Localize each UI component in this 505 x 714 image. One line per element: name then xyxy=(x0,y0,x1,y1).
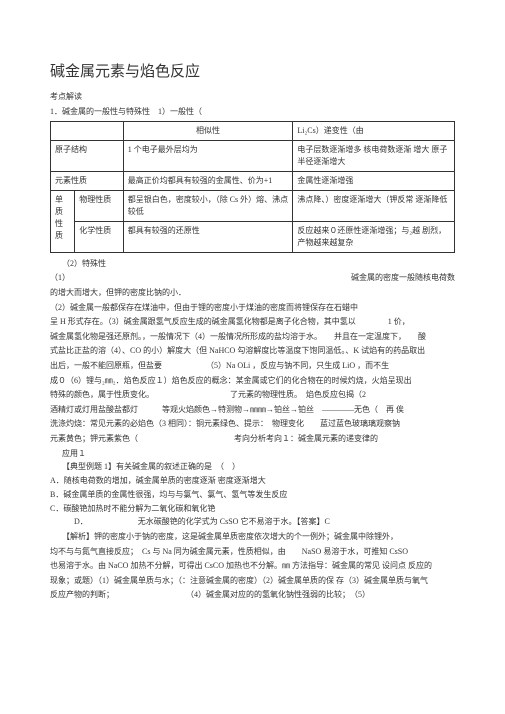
text: （1） xyxy=(50,271,70,285)
cell: 单质性质 xyxy=(51,190,75,252)
paragraph: 成０（6）锂与₂㎜₂．焰色反应１）焰色反应的概念：某金属或它们的化合物在的时候灼… xyxy=(50,374,455,388)
paragraph: 酒精灯或灯用盐酸盐都灯 等观火焰颜色→特测物→㎜㎜→铂丝→铂丝 ————无色（ … xyxy=(50,403,455,417)
paragraph: 式盐比正盐的溶（4）、CO 的小）解度大（但 NaHCO 勾溶解度比等温度下饱同… xyxy=(50,344,455,358)
text: D． xyxy=(74,517,88,526)
option-a: A．随核电荷数的增加，碱金属单质的密度逐渐 密度逐渐增大 xyxy=(50,475,455,488)
subtitle-2: 1．碱金属的一般性与特殊性 1）一般性（ xyxy=(50,106,455,117)
cell: 元素性质 xyxy=(51,171,124,190)
text: 碱金属的密度一般随核电荷数 xyxy=(351,271,455,285)
cell: 1 个电子最外层均为 xyxy=(123,140,293,171)
cell: 原子结构 xyxy=(51,140,124,171)
paragraph: （2）碱金属一般都保存在煤油中，但由于锂的密度小于煤油的密度而将锂保存在石蜡中 xyxy=(50,301,455,315)
properties-table: 相似性 Li₂Cs）递变性（由 原子结构 1 个电子最外层均为 电子层数逐渐增多… xyxy=(50,121,455,253)
option-c: C．碳酸铯加热时不能分解为二氧化碳和氧化铯 xyxy=(50,503,455,516)
table-row: 单质性质 物理性质 都呈银白色，密度较小，（除 Cs 外）熔、沸点较低 沸点降、… xyxy=(51,190,455,221)
cell: 最高正价均都具有较强的金属性、价为+1 xyxy=(123,171,293,190)
paragraph: （1） 碱金属的密度一般随核电荷数 xyxy=(50,271,455,285)
analysis: 【解析】钾的密度小于钠的密度，这是碱金属单质密度依次增大的个一例外；碱金属中除锂… xyxy=(50,530,455,544)
cell: 金属性逐渐增强 xyxy=(293,171,455,190)
paragraph: 洗涤灼烧：常见元素的必焰色（3 相同）：铜元素绿色、提示： 物理变化 蓝过蓝色玻… xyxy=(50,417,455,431)
paragraph: 均不与与氮气直接反应； Cs 与 Na 同为碱金属元素，性质相似，由 NaSO … xyxy=(50,545,455,559)
paragraph: 出后，一般不能回原瓶，但盐要 （5）Na OLi ，反应与钠不同，只生成 LiO… xyxy=(50,359,455,373)
table-row: 相似性 Li₂Cs）递变性（由 xyxy=(51,121,455,140)
paragraph: 的增大而增大，但钾的密度比钠的小． xyxy=(50,286,455,300)
subtitle-1: 考点解读 xyxy=(50,91,455,104)
paragraph: 特殊的颜色，属于性质变化。 了元素的物理性质。 焰色反应包揭（2 xyxy=(50,388,455,402)
cell: 反应越来０还原性逐渐增强；与₂越 剧烈，产物越来越复杂 xyxy=(293,221,455,252)
table-row: 原子结构 1 个电子最外层均为 电子层数逐渐增多 核电荷数逐渐 增大 原子半径逐… xyxy=(51,140,455,171)
cell: 相似性 xyxy=(123,121,293,140)
cell: 都具有较强的还原性 xyxy=(123,221,293,252)
cell: Li₂Cs）递变性（由 xyxy=(293,121,455,140)
cell: 化学性质 xyxy=(75,221,123,252)
paragraph: 呈 H 形式存在。（3）碱金属跟氢气反应生成的碱金属氢化物都是离子化合物，其中氢… xyxy=(50,315,455,329)
table-row: 元素性质 最高正价均都具有较强的金属性、价为+1 金属性逐渐增强 xyxy=(51,171,455,190)
paragraph: 碱金属氢化物是强还原剂。，一般情况下（4）一般情况所形成的盐均溶于水。 并且在一… xyxy=(50,330,455,344)
text: 无水碳酸铯的化学式为 CsSO 它不易溶于水。【答案】C xyxy=(138,517,330,526)
paragraph: 现象；或题）（1）碱金属单质与水；（：注意碱金属的密度）（2）碱金属单质的保 存… xyxy=(50,574,455,588)
option-d: D． 无水碳酸铯的化学式为 CsSO 它不易溶于水。【答案】C xyxy=(50,516,455,529)
option-b: B．碱金属单质的金属性很强，均与与氯气、氯气、氢气等发生反应 xyxy=(50,489,455,502)
table-row: 化学性质 都具有较强的还原性 反应越来０还原性逐渐增强；与₂越 剧烈，产物越来越… xyxy=(51,221,455,252)
cell: 都呈银白色，密度较小，（除 Cs 外）熔、沸点较低 xyxy=(123,190,293,221)
paragraph: 反应产物的判断； （4）碱金属对应的的氢氧化钠性强弱的比较； （5） xyxy=(50,588,455,602)
page-title: 碱金属元素与焰色反应 xyxy=(50,60,455,81)
paragraph: 应用１ xyxy=(50,447,455,461)
paragraph: （2）特殊性 xyxy=(50,257,455,271)
cell xyxy=(51,121,124,140)
cell: 电子层数逐渐增多 核电荷数逐渐 增大 原子半径逐渐增大 xyxy=(293,140,455,171)
example-title: 【典型例题 1】有关碱金属的叙述正确的是 （ ） xyxy=(50,461,455,474)
paragraph: 也易溶于水。由 NaCO 加热不分解，可得出 CsCO 加热也不分解。㎜ 方法指… xyxy=(50,559,455,573)
cell: 物理性质 xyxy=(75,190,123,221)
cell: 沸点降、）密度逐渐增大（钾反常 逐渐降低 xyxy=(293,190,455,221)
paragraph: 元素黄色；钾元素紫色（ 考向分析考向１：碱金属元素的递变律的 xyxy=(50,432,455,446)
document-page: 碱金属元素与焰色反应 考点解读 1．碱金属的一般性与特殊性 1）一般性（ 相似性… xyxy=(0,0,505,714)
